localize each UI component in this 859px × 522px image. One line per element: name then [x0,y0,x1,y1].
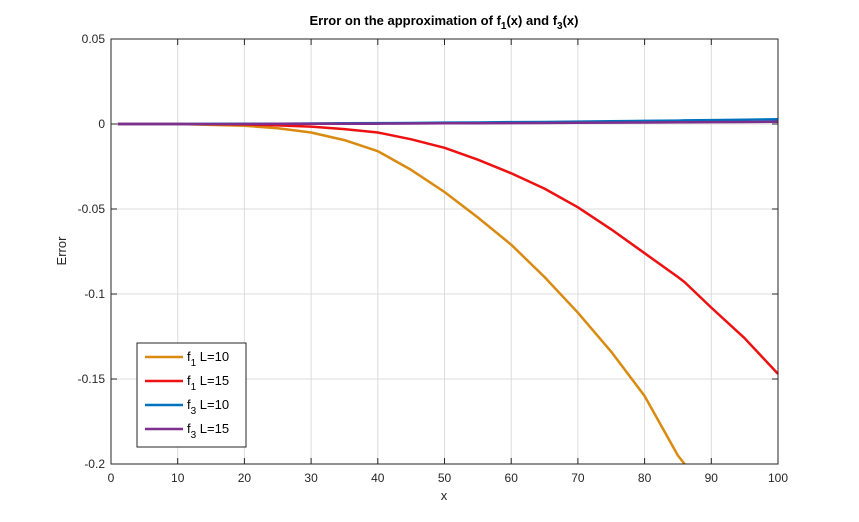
x-tick-label: 60 [505,471,519,485]
y-tick-label: -0.15 [78,372,106,386]
grid [111,39,778,464]
legend: f1 L=10 f1 L=15 f3 L=10 f3 L=15 [136,342,247,448]
series-line [117,120,779,126]
y-tick-label: 0 [98,117,105,131]
chart-title: Error on the approximation of f1(x) and … [310,13,579,32]
y-tick-label: -0.1 [84,287,105,301]
series-line [117,122,686,465]
legend-label: f3 L=15 [187,421,229,441]
x-tick-label: 30 [304,471,318,485]
x-tick-label: 50 [438,471,452,485]
x-tick-label: 40 [371,471,385,485]
series-line [117,122,779,375]
x-tick-label: 0 [108,471,115,485]
x-axis-label: x [441,488,448,503]
tick-labels: 0 10 20 30 40 50 60 70 80 90 100 0.05 0 -0.05 -0.1 -0.1… [78,32,789,485]
y-axis-label: Error [54,236,69,266]
x-tick-label: 90 [705,471,719,485]
x-tick-label: 100 [768,471,788,485]
y-tick-label: -0.05 [78,202,106,216]
x-tick-label: 80 [638,471,652,485]
y-tick-label: 0.05 [82,32,106,46]
legend-label: f1 L=15 [187,373,229,393]
legend-label: f3 L=10 [187,397,229,417]
x-tick-label: 70 [571,471,585,485]
legend-label: f1 L=10 [187,349,229,369]
y-tick-label: -0.2 [84,457,105,471]
axes [110,38,779,465]
x-tick-label: 20 [238,471,252,485]
plot-lines [117,117,779,465]
x-tick-label: 10 [171,471,185,485]
